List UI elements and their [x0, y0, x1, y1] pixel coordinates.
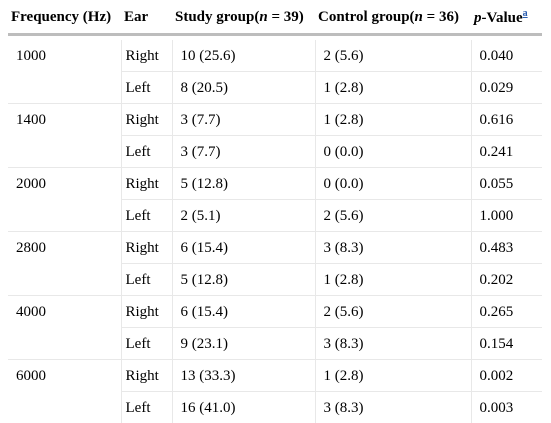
- table-header: Frequency (Hz) Ear Study group(n = 39) C…: [8, 4, 542, 35]
- cell-frequency: 2000: [8, 168, 121, 232]
- cell-control: 3 (8.3): [315, 328, 471, 360]
- header-control-group: Control group(n = 36): [315, 4, 471, 35]
- cell-ear: Left: [121, 72, 172, 104]
- cell-control: 1 (2.8): [315, 72, 471, 104]
- cell-control: 2 (5.6): [315, 296, 471, 328]
- cell-ear: Right: [121, 360, 172, 392]
- cell-study: 5 (12.8): [172, 168, 315, 200]
- header-ear: Ear: [121, 4, 172, 35]
- cell-control: 1 (2.8): [315, 264, 471, 296]
- cell-study: 6 (15.4): [172, 296, 315, 328]
- header-study-group: Study group(n = 39): [172, 4, 315, 35]
- table-row: 1000 Right 10 (25.6) 2 (5.6) 0.040: [8, 40, 542, 72]
- cell-control: 0 (0.0): [315, 136, 471, 168]
- cell-p: 0.002: [471, 360, 542, 392]
- cell-p: 0.241: [471, 136, 542, 168]
- cell-p: 0.055: [471, 168, 542, 200]
- cell-frequency: 1400: [8, 104, 121, 168]
- table-row: 2000 Right 5 (12.8) 0 (0.0) 0.055: [8, 168, 542, 200]
- table-row: 4000 Right 6 (15.4) 2 (5.6) 0.265: [8, 296, 542, 328]
- cell-p: 0.003: [471, 392, 542, 423]
- cell-study: 8 (20.5): [172, 72, 315, 104]
- table-body: 1000 Right 10 (25.6) 2 (5.6) 0.040 Left …: [8, 35, 542, 423]
- cell-ear: Left: [121, 200, 172, 232]
- cell-control: 0 (0.0): [315, 168, 471, 200]
- table-row: 2800 Right 6 (15.4) 3 (8.3) 0.483: [8, 232, 542, 264]
- header-control-n: n: [415, 9, 423, 25]
- cell-study: 6 (15.4): [172, 232, 315, 264]
- cell-p: 1.000: [471, 200, 542, 232]
- results-table-container: Frequency (Hz) Ear Study group(n = 39) C…: [8, 4, 542, 423]
- header-p-value: p-Valuea: [471, 4, 542, 35]
- header-p-italic: p: [474, 10, 482, 26]
- table-row: 6000 Right 13 (33.3) 1 (2.8) 0.002: [8, 360, 542, 392]
- cell-frequency: 4000: [8, 296, 121, 360]
- cell-control: 3 (8.3): [315, 392, 471, 423]
- header-p-rest: -Value: [482, 10, 523, 26]
- cell-p: 0.154: [471, 328, 542, 360]
- cell-study: 9 (23.1): [172, 328, 315, 360]
- cell-ear: Left: [121, 392, 172, 423]
- cell-ear: Right: [121, 104, 172, 136]
- header-control-prefix: Control group(: [318, 9, 415, 25]
- cell-p: 0.483: [471, 232, 542, 264]
- cell-study: 10 (25.6): [172, 40, 315, 72]
- cell-study: 3 (7.7): [172, 136, 315, 168]
- cell-p: 0.040: [471, 40, 542, 72]
- cell-control: 1 (2.8): [315, 104, 471, 136]
- cell-p: 0.029: [471, 72, 542, 104]
- cell-ear: Left: [121, 136, 172, 168]
- cell-ear: Left: [121, 328, 172, 360]
- cell-control: 2 (5.6): [315, 40, 471, 72]
- cell-study: 5 (12.8): [172, 264, 315, 296]
- header-study-suffix: = 39): [268, 9, 304, 25]
- cell-frequency: 1000: [8, 40, 121, 104]
- cell-frequency: 2800: [8, 232, 121, 296]
- results-table: Frequency (Hz) Ear Study group(n = 39) C…: [8, 4, 542, 423]
- cell-control: 2 (5.6): [315, 200, 471, 232]
- cell-control: 3 (8.3): [315, 232, 471, 264]
- cell-p: 0.202: [471, 264, 542, 296]
- cell-ear: Right: [121, 40, 172, 72]
- cell-p: 0.616: [471, 104, 542, 136]
- cell-p: 0.265: [471, 296, 542, 328]
- cell-study: 3 (7.7): [172, 104, 315, 136]
- footnote-a-link[interactable]: a: [523, 8, 528, 19]
- header-study-prefix: Study group(: [175, 9, 259, 25]
- cell-control: 1 (2.8): [315, 360, 471, 392]
- cell-ear: Right: [121, 232, 172, 264]
- header-study-n: n: [259, 9, 267, 25]
- header-row: Frequency (Hz) Ear Study group(n = 39) C…: [8, 4, 542, 35]
- cell-ear: Right: [121, 168, 172, 200]
- cell-frequency: 6000: [8, 360, 121, 423]
- header-control-suffix: = 36): [423, 9, 459, 25]
- cell-study: 13 (33.3): [172, 360, 315, 392]
- cell-study: 2 (5.1): [172, 200, 315, 232]
- cell-ear: Left: [121, 264, 172, 296]
- cell-ear: Right: [121, 296, 172, 328]
- header-frequency: Frequency (Hz): [8, 4, 121, 35]
- cell-study: 16 (41.0): [172, 392, 315, 423]
- table-row: 1400 Right 3 (7.7) 1 (2.8) 0.616: [8, 104, 542, 136]
